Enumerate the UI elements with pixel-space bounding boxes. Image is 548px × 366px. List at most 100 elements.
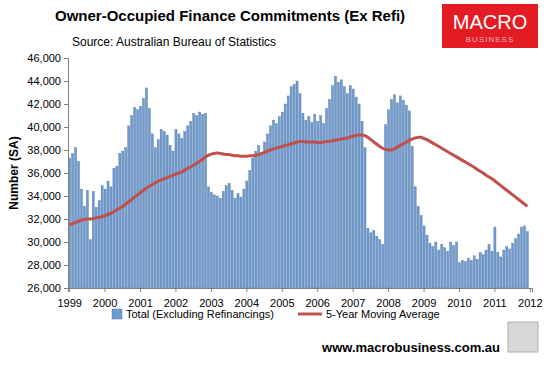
bar bbox=[482, 255, 484, 288]
bar bbox=[447, 251, 449, 288]
tick-mark bbox=[105, 288, 106, 292]
bar bbox=[390, 99, 392, 288]
tick: 2005 bbox=[270, 288, 294, 309]
tick-label: 40,000 bbox=[27, 121, 61, 133]
bar bbox=[435, 242, 437, 288]
bar bbox=[122, 151, 124, 288]
tick-mark bbox=[246, 288, 247, 292]
bar bbox=[512, 243, 514, 288]
bar bbox=[148, 109, 150, 288]
tick-label: 46,000 bbox=[27, 52, 61, 64]
tick-mark bbox=[211, 288, 212, 292]
bar bbox=[72, 153, 74, 288]
chart-svg: 26,00028,00030,00032,00034,00036,00038,0… bbox=[0, 0, 548, 366]
bar bbox=[163, 132, 165, 288]
tick-label: 38,000 bbox=[27, 144, 61, 156]
bar bbox=[346, 94, 348, 288]
bar bbox=[101, 186, 103, 288]
tick-label: 1999 bbox=[57, 297, 81, 309]
subtitle: Source: Australian Bureau of Statistics bbox=[72, 35, 276, 49]
bar bbox=[225, 186, 227, 288]
tick-mark bbox=[459, 288, 460, 292]
tick-label: 2011 bbox=[483, 297, 507, 309]
bar bbox=[517, 234, 519, 288]
tick: 2012 bbox=[518, 288, 542, 309]
bar bbox=[86, 190, 88, 288]
tick-label: 32,000 bbox=[27, 213, 61, 225]
bar bbox=[328, 99, 330, 288]
tick-mark bbox=[64, 150, 68, 151]
bar bbox=[207, 187, 209, 288]
bar bbox=[515, 239, 517, 288]
bar bbox=[402, 101, 404, 288]
tick-mark bbox=[64, 81, 68, 82]
tick: 34,000 bbox=[27, 190, 68, 202]
axis-line bbox=[69, 289, 533, 293]
legend-swatch bbox=[112, 309, 122, 319]
bar bbox=[473, 256, 475, 288]
bar bbox=[172, 151, 174, 288]
bar bbox=[263, 142, 265, 288]
bar bbox=[255, 151, 257, 288]
bar bbox=[125, 148, 127, 288]
bar bbox=[234, 198, 236, 288]
tick: 2000 bbox=[93, 288, 117, 309]
bar bbox=[116, 166, 118, 288]
bar bbox=[249, 171, 251, 288]
bar bbox=[284, 104, 286, 288]
bar bbox=[314, 114, 316, 288]
tick-mark bbox=[317, 288, 318, 292]
bar bbox=[376, 236, 378, 288]
bar bbox=[461, 260, 463, 288]
bar bbox=[290, 87, 292, 288]
bar bbox=[128, 126, 130, 288]
bar bbox=[326, 109, 328, 288]
bar bbox=[246, 181, 248, 288]
tick-mark bbox=[282, 288, 283, 292]
tick-mark bbox=[140, 288, 141, 292]
bar bbox=[485, 250, 487, 288]
bar bbox=[196, 116, 198, 289]
bar bbox=[296, 81, 298, 288]
tick: 2007 bbox=[341, 288, 365, 309]
bar bbox=[388, 110, 390, 288]
bar bbox=[438, 250, 440, 288]
tick-mark bbox=[69, 288, 70, 292]
bar bbox=[450, 242, 452, 288]
bar bbox=[429, 243, 431, 288]
axis-line bbox=[64, 59, 69, 289]
tick-mark bbox=[530, 288, 531, 292]
legend: Total (Excluding Refinancings)5-Year Mov… bbox=[112, 308, 440, 320]
bar bbox=[479, 252, 481, 288]
bar bbox=[278, 117, 280, 288]
logo-box bbox=[442, 4, 538, 48]
footer: www.macrobusiness.com.au bbox=[321, 340, 500, 355]
bar bbox=[104, 189, 106, 288]
bar bbox=[139, 106, 141, 288]
tick: 2009 bbox=[412, 288, 436, 309]
bar bbox=[370, 233, 372, 288]
tick-label: 2000 bbox=[93, 297, 117, 309]
bar bbox=[210, 193, 212, 288]
tick-mark bbox=[494, 288, 495, 292]
bar bbox=[420, 216, 422, 288]
bar bbox=[98, 201, 100, 288]
tick-label: 28,000 bbox=[27, 259, 61, 271]
tick: 2006 bbox=[305, 288, 329, 309]
tick-label: 36,000 bbox=[27, 167, 61, 179]
bar bbox=[213, 195, 215, 288]
bar bbox=[95, 208, 97, 289]
tick: 36,000 bbox=[27, 167, 68, 179]
tick-mark bbox=[64, 265, 68, 266]
tick-mark bbox=[64, 219, 68, 220]
bar bbox=[201, 114, 203, 288]
bar bbox=[119, 153, 121, 288]
bar bbox=[426, 235, 428, 288]
bar bbox=[228, 183, 230, 288]
bar bbox=[405, 105, 407, 288]
tick: 26,000 bbox=[27, 282, 68, 294]
tick-label: 34,000 bbox=[27, 190, 61, 202]
bar bbox=[396, 103, 398, 288]
bar bbox=[488, 244, 490, 288]
tick: 2003 bbox=[199, 288, 223, 309]
